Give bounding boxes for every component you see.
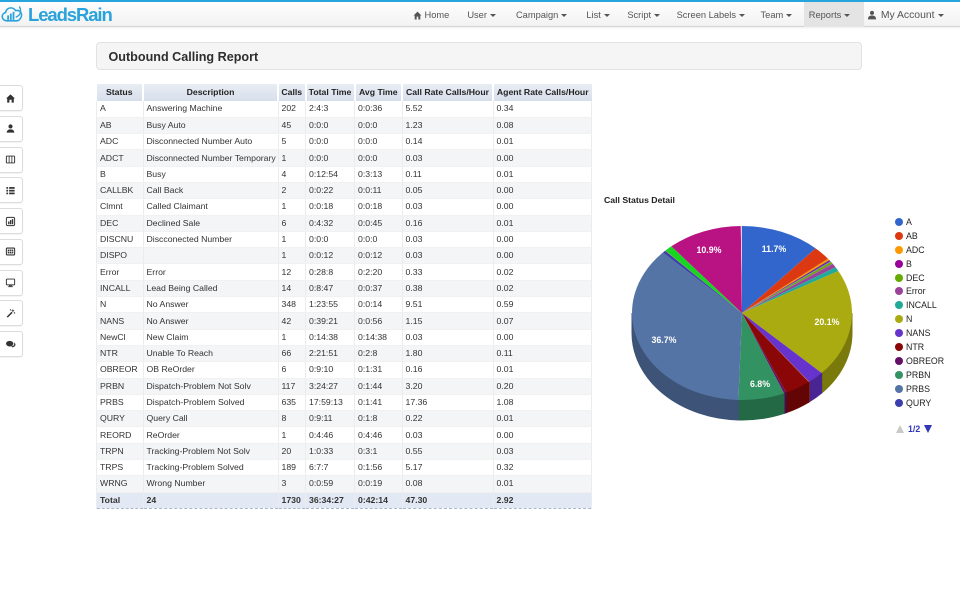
svg-text:20.1%: 20.1% — [815, 317, 840, 327]
svg-text:10.9%: 10.9% — [697, 245, 722, 255]
svg-text:6.8%: 6.8% — [750, 379, 770, 389]
svg-text:36.7%: 36.7% — [652, 335, 677, 345]
svg-text:11.7%: 11.7% — [762, 244, 787, 254]
